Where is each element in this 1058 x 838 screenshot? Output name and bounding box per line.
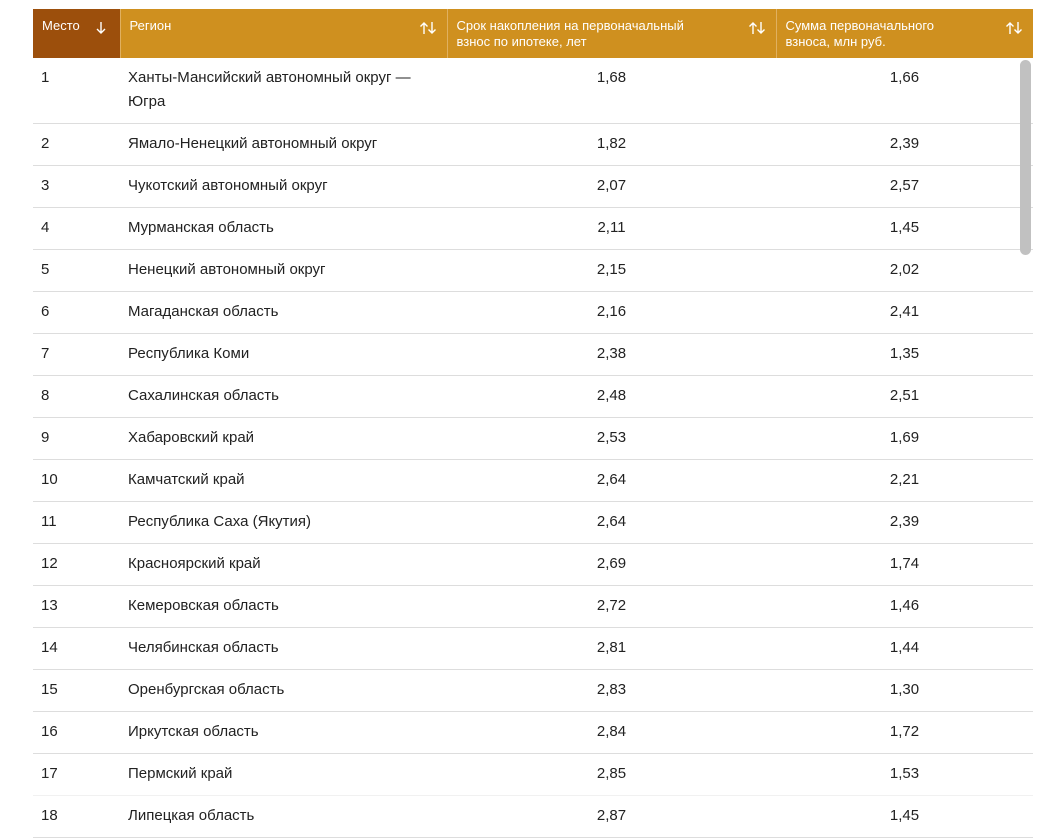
header-text: Регион <box>129 18 172 33</box>
term-cell: 2,16 <box>447 291 776 334</box>
place-cell: 9 <box>33 417 120 460</box>
bottom-fade <box>0 776 1058 807</box>
region-cell: Камчатский край <box>120 459 447 502</box>
region-cell: Магаданская область <box>120 291 447 334</box>
place-cell: 10 <box>33 459 120 502</box>
sum-cell: 1,74 <box>776 543 1033 586</box>
region-cell: Мурманская область <box>120 207 447 250</box>
column-header[interactable]: Срок накопления на первоначальный взнос … <box>446 9 776 58</box>
region-cell: Республика Саха (Якутия) <box>120 501 447 544</box>
table-row: 15 Оренбургская область 2,83 1,30 <box>33 669 1033 712</box>
region-cell: Ненецкий автономный округ <box>120 249 447 292</box>
place-cell: 5 <box>33 249 120 292</box>
table-row: 13 Кемеровская область 2,72 1,46 <box>33 585 1033 628</box>
table-row: 14 Челябинская область 2,81 1,44 <box>33 627 1033 670</box>
term-cell: 2,81 <box>447 627 776 670</box>
region-cell: Красноярский край <box>120 543 447 586</box>
term-cell: 2,72 <box>447 585 776 628</box>
table-row: 8 Сахалинская область 2,48 2,51 <box>33 375 1033 418</box>
place-cell: 12 <box>33 543 120 586</box>
term-cell: 2,83 <box>447 669 776 712</box>
term-cell: 2,53 <box>447 417 776 460</box>
place-cell: 11 <box>33 501 120 544</box>
term-cell: 2,84 <box>447 711 776 754</box>
header-text: Место <box>42 18 80 33</box>
table-row: 16 Иркутская область 2,84 1,72 <box>33 711 1033 754</box>
table-body: 1 Ханты-Мансийский автономный округ — Югр… <box>33 58 1033 838</box>
region-cell: Республика Коми <box>120 333 447 376</box>
sum-cell: 2,39 <box>776 501 1033 544</box>
term-cell: 2,64 <box>447 459 776 502</box>
term-cell: 2,07 <box>447 165 776 208</box>
scrollbar[interactable] <box>1020 60 1031 255</box>
sum-cell: 2,57 <box>776 165 1033 208</box>
table-row: 1 Ханты-Мансийский автономный округ — Югр… <box>33 58 1033 124</box>
sum-cell: 2,21 <box>776 459 1033 502</box>
place-cell: 16 <box>33 711 120 754</box>
sum-cell: 1,30 <box>776 669 1033 712</box>
sum-cell: 1,44 <box>776 627 1033 670</box>
term-cell: 2,48 <box>447 375 776 418</box>
sort-icon <box>1006 22 1022 34</box>
place-cell: 6 <box>33 291 120 334</box>
page: Место Регион Срок накопления на первонач… <box>0 9 1058 838</box>
term-cell: 1,82 <box>447 123 776 166</box>
sum-cell: 1,72 <box>776 711 1033 754</box>
table-row: 11 Республика Саха (Якутия) 2,64 2,39 <box>33 501 1033 544</box>
term-cell: 2,38 <box>447 333 776 376</box>
table-row: 6 Магаданская область 2,16 2,41 <box>33 291 1033 334</box>
region-cell: Сахалинская область <box>120 375 447 418</box>
sum-cell: 1,35 <box>776 333 1033 376</box>
place-cell: 13 <box>33 585 120 628</box>
sum-cell: 2,39 <box>776 123 1033 166</box>
column-header[interactable]: Место <box>33 9 120 58</box>
region-cell: Оренбургская область <box>120 669 447 712</box>
sum-cell: 1,46 <box>776 585 1033 628</box>
term-cell: 1,68 <box>447 58 776 124</box>
place-cell: 4 <box>33 207 120 250</box>
place-cell: 8 <box>33 375 120 418</box>
table-row: 12 Красноярский край 2,69 1,74 <box>33 543 1033 586</box>
table-row: 10 Камчатский край 2,64 2,21 <box>33 459 1033 502</box>
sum-cell: 2,02 <box>776 249 1033 292</box>
sort-icon <box>419 22 436 34</box>
table: Место Регион Срок накопления на первонач… <box>33 9 1033 838</box>
region-cell: Челябинская область <box>120 627 447 670</box>
sum-cell: 1,45 <box>776 207 1033 250</box>
table-row: 7 Республика Коми 2,38 1,35 <box>33 333 1033 376</box>
sum-cell: 1,69 <box>776 417 1033 460</box>
place-cell: 14 <box>33 627 120 670</box>
place-cell: 2 <box>33 123 120 166</box>
region-cell: Кемеровская область <box>120 585 447 628</box>
table-row: 9 Хабаровский край 2,53 1,69 <box>33 417 1033 460</box>
sum-cell: 1,66 <box>776 58 1033 124</box>
header-text: Сумма первоначального взноса, млн руб. <box>785 18 935 49</box>
sum-cell: 2,41 <box>776 291 1033 334</box>
table-row: 4 Мурманская область 2,11 1,45 <box>33 207 1033 250</box>
term-cell: 2,11 <box>447 207 776 250</box>
term-cell: 2,64 <box>447 501 776 544</box>
place-cell: 15 <box>33 669 120 712</box>
place-cell: 7 <box>33 333 120 376</box>
header-row: Место Регион Срок накопления на первонач… <box>33 9 1033 58</box>
term-cell: 2,15 <box>447 249 776 292</box>
region-cell: Чукотский автономный округ <box>120 165 447 208</box>
place-cell: 1 <box>33 58 120 124</box>
place-cell: 3 <box>33 165 120 208</box>
sort-icon <box>748 22 765 34</box>
sort-icon <box>96 22 106 34</box>
table-row: 5 Ненецкий автономный округ 2,15 2,02 <box>33 249 1033 292</box>
region-cell: Ханты-Мансийский автономный округ — Югра <box>120 58 447 124</box>
table-row: 2 Ямало-Ненецкий автономный округ 1,82 2,39 <box>33 123 1033 166</box>
column-header[interactable]: Регион <box>119 9 447 58</box>
region-cell: Иркутская область <box>120 711 447 754</box>
term-cell: 2,69 <box>447 543 776 586</box>
header-text: Срок накопления на первоначальный взнос … <box>456 18 684 49</box>
table-container: Место Регион Срок накопления на первонач… <box>33 9 1033 838</box>
column-header[interactable]: Сумма первоначального взноса, млн руб. <box>775 9 1033 58</box>
region-cell: Ямало-Ненецкий автономный округ <box>120 123 447 166</box>
table-row: 3 Чукотский автономный округ 2,07 2,57 <box>33 165 1033 208</box>
sum-cell: 2,51 <box>776 375 1033 418</box>
region-cell: Хабаровский край <box>120 417 447 460</box>
